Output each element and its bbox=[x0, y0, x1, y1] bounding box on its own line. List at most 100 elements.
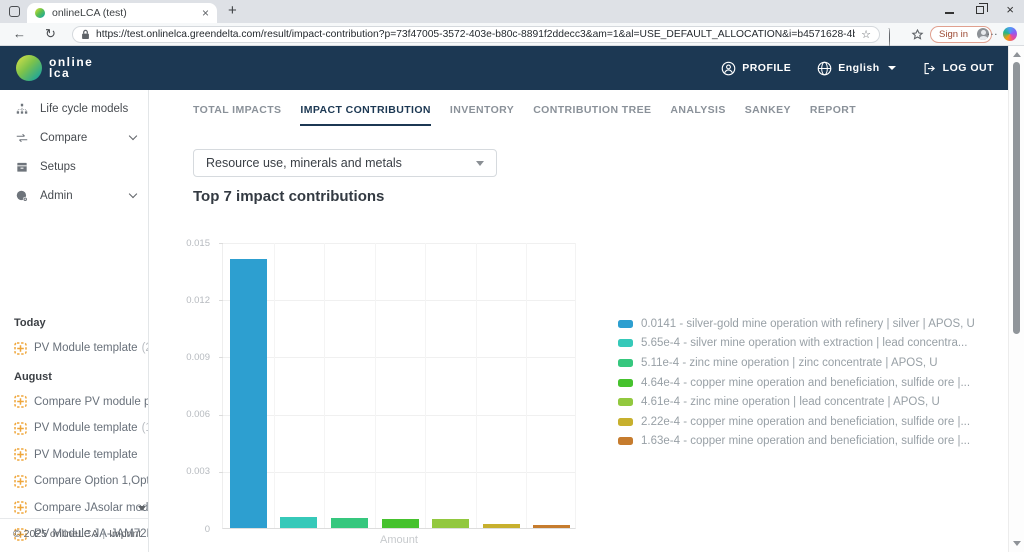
tab-impact-contribution[interactable]: IMPACT CONTRIBUTION bbox=[300, 104, 431, 126]
legend-swatch bbox=[618, 319, 633, 328]
profile-label: PROFILE bbox=[742, 62, 792, 74]
legend-label: 1.63e-4 - copper mine operation and bene… bbox=[641, 435, 971, 448]
chart-bar[interactable] bbox=[330, 518, 368, 528]
sidebar-footer: © 2025 onlineLCA | Imprint bbox=[0, 518, 148, 540]
y-tick-label: 0.009 bbox=[186, 351, 210, 363]
page-title: Top 7 impact contributions bbox=[193, 188, 385, 205]
chart-bar[interactable] bbox=[432, 519, 470, 528]
legend-item[interactable]: 4.61e-4 - zinc mine operation | lead con… bbox=[618, 392, 975, 412]
history-section-title: Today bbox=[14, 317, 46, 329]
app-header: online lca PROFILE English bbox=[0, 46, 1008, 90]
sidebar-item-label: Setups bbox=[40, 160, 76, 173]
sidebar-item-setups[interactable]: Setups bbox=[0, 152, 148, 181]
sidebar-item-label: Admin bbox=[40, 189, 73, 202]
window-minimize-button[interactable] bbox=[945, 12, 955, 14]
browser-essentials-icon[interactable] bbox=[888, 28, 890, 47]
tab-sankey[interactable]: SANKEY bbox=[744, 104, 791, 116]
sidebar-item-label: Compare bbox=[40, 131, 88, 144]
history-item-count: (2) bbox=[141, 342, 148, 355]
tab-inventory[interactable]: INVENTORY bbox=[449, 104, 515, 116]
gridline bbox=[219, 243, 575, 244]
legend-item[interactable]: 1.63e-4 - copper mine operation and bene… bbox=[618, 432, 975, 452]
globe-icon bbox=[817, 61, 832, 75]
legend-item[interactable]: 5.65e-4 - silver mine operation with ext… bbox=[618, 334, 975, 354]
gridline bbox=[219, 471, 575, 473]
chart-bar[interactable] bbox=[482, 523, 520, 528]
pv-module-icon bbox=[14, 422, 27, 435]
collections-icon[interactable] bbox=[911, 28, 924, 41]
legend-item[interactable]: 4.64e-4 - copper mine operation and bene… bbox=[618, 373, 975, 393]
chart-bar[interactable] bbox=[229, 259, 267, 528]
sidebar-item-compare[interactable]: Compare bbox=[0, 123, 148, 152]
history-item[interactable]: PV Module JA-JAM72D1 bbox=[0, 521, 148, 548]
chart-x-axis-label: Amount bbox=[380, 534, 418, 546]
history-item[interactable]: Compare PV module pro bbox=[0, 389, 148, 416]
pv-module-icon bbox=[14, 448, 27, 461]
window-close-button[interactable]: × bbox=[1006, 2, 1014, 17]
favorite-star-icon[interactable]: ☆ bbox=[861, 28, 871, 41]
scrollbar-thumb[interactable] bbox=[1013, 62, 1020, 334]
history-item[interactable]: PV Module template bbox=[0, 442, 148, 469]
chart-bar[interactable] bbox=[280, 517, 318, 528]
tab-actions-icon[interactable] bbox=[9, 6, 20, 17]
legend-item[interactable]: 0.0141 - silver-gold mine operation with… bbox=[618, 314, 975, 334]
refresh-icon[interactable]: ↻ bbox=[45, 26, 56, 41]
gridline bbox=[219, 414, 575, 416]
legend-swatch bbox=[618, 339, 633, 348]
tab-contribution-tree[interactable]: CONTRIBUTION TREE bbox=[533, 104, 652, 116]
logout-button[interactable]: LOG OUT bbox=[922, 61, 994, 76]
dropdown-caret-icon bbox=[476, 160, 484, 166]
history-item-label: PV Module template bbox=[34, 448, 138, 461]
history-item[interactable]: Compare Option 1,Optio bbox=[0, 468, 148, 495]
tab-close-icon[interactable]: × bbox=[201, 6, 209, 20]
onlinelca-logo-icon bbox=[16, 55, 42, 81]
scrollbar-up-arrow-icon[interactable] bbox=[1013, 52, 1021, 57]
pv-module-icon bbox=[14, 501, 27, 514]
site-favicon-icon bbox=[35, 8, 45, 18]
url-text[interactable]: https://test.onlinelca.greendelta.com/re… bbox=[96, 28, 855, 40]
history-item-label: Compare Option 1,Optio bbox=[34, 475, 148, 488]
history-item[interactable]: PV Module template(1) bbox=[0, 415, 148, 442]
imprint-link[interactable]: Imprint bbox=[109, 528, 142, 540]
window-restore-button[interactable] bbox=[976, 3, 989, 14]
tab-analysis[interactable]: ANALYSIS bbox=[670, 104, 726, 116]
scroll-down-arrow-icon[interactable] bbox=[138, 506, 146, 511]
y-tick-label: 0.012 bbox=[186, 294, 210, 306]
chart-plot bbox=[219, 243, 576, 529]
logout-label: LOG OUT bbox=[942, 62, 994, 74]
legend-label: 0.0141 - silver-gold mine operation with… bbox=[641, 317, 975, 330]
browser-scrollbar[interactable] bbox=[1008, 46, 1024, 552]
new-tab-button[interactable]: + bbox=[228, 2, 237, 19]
tab-report[interactable]: REPORT bbox=[809, 104, 857, 116]
profile-button[interactable]: PROFILE bbox=[721, 61, 791, 76]
chart-legend: 0.0141 - silver-gold mine operation with… bbox=[618, 314, 975, 451]
language-selector[interactable]: English bbox=[817, 61, 896, 76]
history-item[interactable]: Compare JAsolar modul bbox=[0, 495, 148, 522]
more-menu-icon[interactable]: … bbox=[986, 24, 998, 38]
gridline bbox=[425, 243, 427, 528]
app-logo: online lca bbox=[16, 55, 93, 81]
gridline bbox=[273, 243, 275, 528]
history-item[interactable]: PV Module template(2) bbox=[0, 335, 148, 362]
y-tick-label: 0 bbox=[204, 523, 210, 535]
history-item[interactable]: PV farm - Morroco - MA bbox=[0, 548, 148, 552]
copilot-icon[interactable] bbox=[1003, 26, 1017, 41]
history-section-title: August bbox=[14, 370, 52, 383]
sign-in-button[interactable]: Sign in bbox=[930, 25, 992, 43]
gridline bbox=[324, 243, 326, 528]
chart-bar[interactable] bbox=[381, 519, 419, 528]
address-bar[interactable]: https://test.onlinelca.greendelta.com/re… bbox=[72, 25, 880, 43]
impact-category-dropdown[interactable]: Resource use, minerals and metals bbox=[193, 149, 497, 177]
scrollbar-down-arrow-icon[interactable] bbox=[1013, 541, 1021, 546]
sidebar-item-life-cycle-models[interactable]: Life cycle models bbox=[0, 94, 148, 123]
back-icon[interactable]: ← bbox=[13, 26, 26, 41]
tab-total-impacts[interactable]: TOTAL IMPACTS bbox=[193, 104, 282, 116]
gridline bbox=[219, 300, 575, 302]
chart-bar[interactable] bbox=[533, 524, 571, 528]
legend-item[interactable]: 2.22e-4 - copper mine operation and bene… bbox=[618, 412, 975, 432]
legend-item[interactable]: 5.11e-4 - zinc mine operation | zinc con… bbox=[618, 353, 975, 373]
copyright-text: © 2025 onlineLCA bbox=[13, 528, 99, 540]
sidebar-item-admin[interactable]: Admin bbox=[0, 181, 148, 210]
browser-tab[interactable]: onlineLCA (test) × bbox=[27, 3, 217, 23]
archive-box-icon bbox=[17, 162, 27, 172]
